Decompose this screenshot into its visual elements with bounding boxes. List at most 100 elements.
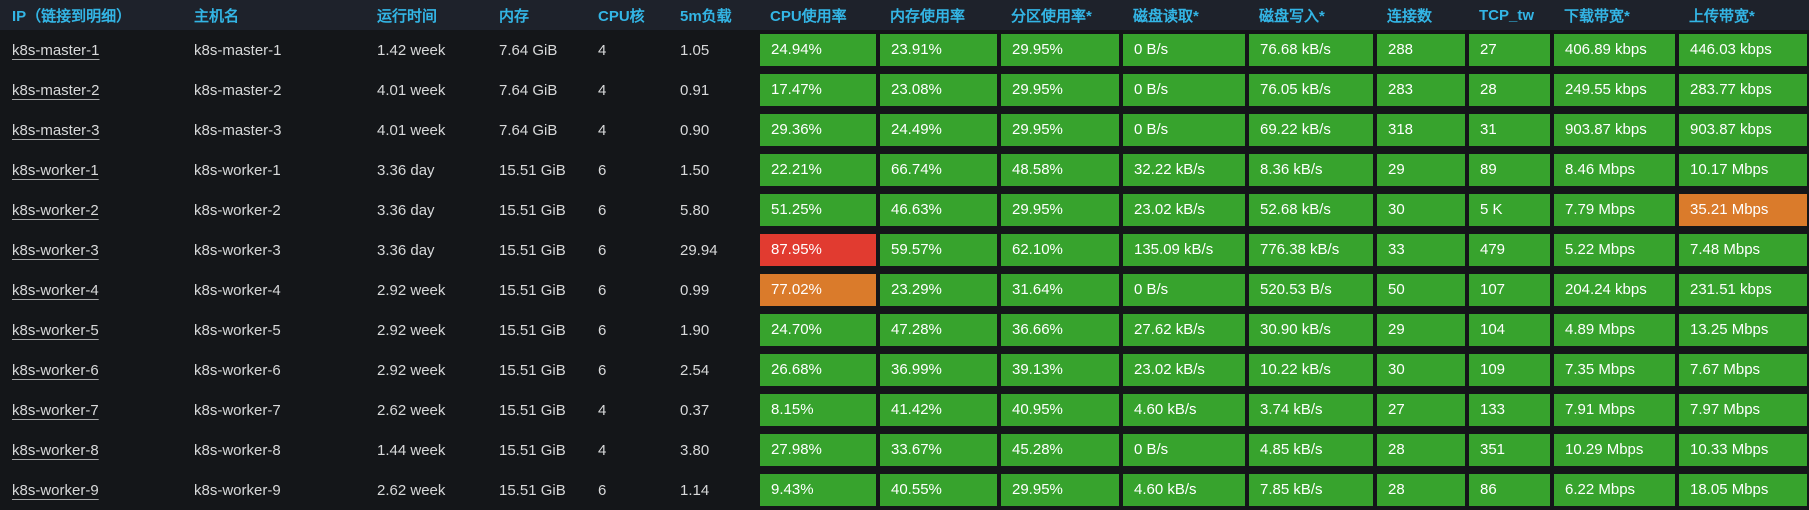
cell-memory: 15.51 GiB: [499, 361, 566, 379]
column-header-connections[interactable]: 连接数: [1375, 0, 1467, 30]
cell-upload-bw: 35.21 Mbps: [1677, 190, 1809, 230]
column-header-partition-usage[interactable]: 分区使用率*: [999, 0, 1121, 30]
metric-value-disk-read: 23.02 kB/s: [1123, 354, 1245, 386]
column-header-cpu-cores[interactable]: CPU核: [586, 0, 668, 30]
cell-partition-usage: 29.95%: [999, 30, 1121, 70]
ip-detail-link[interactable]: k8s-worker-6: [12, 361, 99, 379]
metric-value-tcp-tw: 27: [1469, 34, 1550, 66]
cell-upload-bw: 7.67 Mbps: [1677, 350, 1809, 390]
cell-cpu-cores: 6: [598, 321, 607, 339]
cell-mem-usage: 23.91%: [878, 30, 999, 70]
cell-mem-usage: 23.08%: [878, 70, 999, 110]
column-header-disk-write[interactable]: 磁盘写入*: [1247, 0, 1375, 30]
metric-value-connections: 29: [1377, 314, 1465, 346]
cell-uptime: 2.62 week: [377, 401, 446, 419]
metric-value-tcp-tw: 28: [1469, 74, 1550, 106]
metric-value-connections: 283: [1377, 74, 1465, 106]
cell-uptime: 4.01 week: [377, 81, 446, 99]
cell-ip: k8s-worker-3: [0, 230, 182, 270]
cell-disk-read: 135.09 kB/s: [1121, 230, 1247, 270]
metric-value-mem-usage: 24.49%: [880, 114, 997, 146]
column-header-cpu-usage[interactable]: CPU使用率: [758, 0, 878, 30]
ip-detail-link[interactable]: k8s-worker-3: [12, 241, 99, 259]
ip-detail-link[interactable]: k8s-worker-7: [12, 401, 99, 419]
metric-value-download-bw: 7.91 Mbps: [1554, 394, 1675, 426]
metric-value-partition-usage: 29.95%: [1001, 474, 1119, 506]
table-row: k8s-master-3 k8s-master-3 4.01 week 7.64 Gi…: [0, 110, 1809, 150]
cell-upload-bw: 18.05 Mbps: [1677, 470, 1809, 510]
cell-connections: 30: [1375, 350, 1467, 390]
column-header-tcp-tw[interactable]: TCP_tw: [1467, 0, 1552, 30]
cell-uptime: 2.92 week: [377, 361, 446, 379]
cell-partition-usage: 62.10%: [999, 230, 1121, 270]
metric-value-partition-usage: 39.13%: [1001, 354, 1119, 386]
cell-cpu-usage: 51.25%: [758, 190, 878, 230]
cell-hostname: k8s-master-2: [194, 81, 282, 99]
cell-tcp-tw: 86: [1467, 470, 1552, 510]
column-header-uptime[interactable]: 运行时间: [365, 0, 487, 30]
column-header-disk-read[interactable]: 磁盘读取*: [1121, 0, 1247, 30]
column-header-download-bw[interactable]: 下载带宽*: [1552, 0, 1677, 30]
metric-value-tcp-tw: 89: [1469, 154, 1550, 186]
metric-value-disk-write: 69.22 kB/s: [1249, 114, 1373, 146]
table-row: k8s-worker-9 k8s-worker-9 2.62 week 15.51 G…: [0, 470, 1809, 510]
cell-ip: k8s-master-1: [0, 30, 182, 70]
cell-partition-usage: 45.28%: [999, 430, 1121, 470]
metric-value-upload-bw: 231.51 kbps: [1679, 274, 1807, 306]
cell-cpu-cores: 4: [598, 81, 607, 99]
metric-value-connections: 318: [1377, 114, 1465, 146]
ip-detail-link[interactable]: k8s-master-3: [12, 121, 100, 139]
ip-detail-link[interactable]: k8s-worker-5: [12, 321, 99, 339]
column-header-mem-usage[interactable]: 内存使用率: [878, 0, 999, 30]
cell-tcp-tw: 351: [1467, 430, 1552, 470]
cell-cpu-cores: 4: [598, 401, 607, 419]
cell-connections: 283: [1375, 70, 1467, 110]
metric-value-tcp-tw: 133: [1469, 394, 1550, 426]
cell-hostname: k8s-worker-9: [194, 481, 281, 499]
table-row: k8s-worker-1 k8s-worker-1 3.36 day 15.51 Gi…: [0, 150, 1809, 190]
metric-value-download-bw: 5.22 Mbps: [1554, 234, 1675, 266]
metric-value-disk-write: 7.85 kB/s: [1249, 474, 1373, 506]
cell-load-5m: 3.80: [680, 441, 710, 459]
metric-value-disk-write: 776.38 kB/s: [1249, 234, 1373, 266]
metric-value-cpu-usage: 87.95%: [760, 234, 876, 266]
metric-value-disk-write: 3.74 kB/s: [1249, 394, 1373, 426]
cell-connections: 30: [1375, 190, 1467, 230]
ip-detail-link[interactable]: k8s-worker-2: [12, 201, 99, 219]
cell-ip: k8s-worker-6: [0, 350, 182, 390]
cell-disk-read: 0 B/s: [1121, 430, 1247, 470]
cell-upload-bw: 446.03 kbps: [1677, 30, 1809, 70]
cell-ip: k8s-worker-1: [0, 150, 182, 190]
column-header-memory[interactable]: 内存: [487, 0, 586, 30]
cell-hostname: k8s-worker-1: [194, 161, 281, 179]
cell-partition-usage: 36.66%: [999, 310, 1121, 350]
metric-value-cpu-usage: 29.36%: [760, 114, 876, 146]
cell-hostname: k8s-worker-3: [194, 241, 281, 259]
ip-detail-link[interactable]: k8s-worker-8: [12, 441, 99, 459]
metric-value-mem-usage: 66.74%: [880, 154, 997, 186]
ip-detail-link[interactable]: k8s-worker-4: [12, 281, 99, 299]
metric-value-upload-bw: 7.97 Mbps: [1679, 394, 1807, 426]
column-header-hostname[interactable]: 主机名: [182, 0, 365, 30]
metric-value-partition-usage: 29.95%: [1001, 114, 1119, 146]
column-header-upload-bw[interactable]: 上传带宽*: [1677, 0, 1809, 30]
ip-detail-link[interactable]: k8s-master-2: [12, 81, 100, 99]
column-header-load-5m[interactable]: 5m负载: [668, 0, 758, 30]
metric-value-disk-read: 27.62 kB/s: [1123, 314, 1245, 346]
cell-uptime: 2.62 week: [377, 481, 446, 499]
cell-upload-bw: 7.97 Mbps: [1677, 390, 1809, 430]
cell-cpu-usage: 87.95%: [758, 230, 878, 270]
ip-detail-link[interactable]: k8s-master-1: [12, 41, 100, 59]
cell-download-bw: 6.22 Mbps: [1552, 470, 1677, 510]
ip-detail-link[interactable]: k8s-worker-1: [12, 161, 99, 179]
cell-disk-write: 76.68 kB/s: [1247, 30, 1375, 70]
cell-tcp-tw: 109: [1467, 350, 1552, 390]
metric-value-mem-usage: 23.91%: [880, 34, 997, 66]
ip-detail-link[interactable]: k8s-worker-9: [12, 481, 99, 499]
column-header-ip[interactable]: IP（链接到明细）: [0, 0, 182, 30]
metric-value-upload-bw: 18.05 Mbps: [1679, 474, 1807, 506]
metric-value-cpu-usage: 24.70%: [760, 314, 876, 346]
cell-disk-write: 7.85 kB/s: [1247, 470, 1375, 510]
metric-value-disk-write: 8.36 kB/s: [1249, 154, 1373, 186]
metric-value-connections: 288: [1377, 34, 1465, 66]
